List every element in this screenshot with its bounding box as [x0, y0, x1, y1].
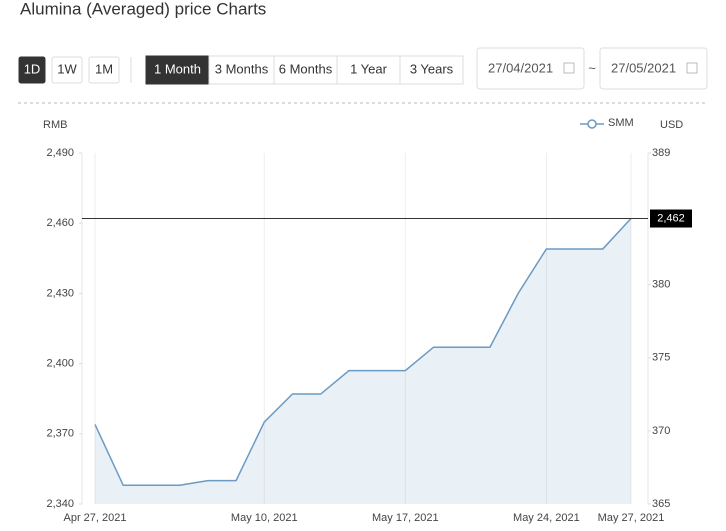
date-value[interactable]: 27/05/2021	[611, 60, 676, 75]
button-label[interactable]: 1M	[95, 61, 113, 76]
calendar-icon	[686, 62, 698, 74]
legend-label: SMM	[608, 117, 634, 129]
button[interactable]	[399, 55, 464, 85]
y2-tick-label: 380	[652, 279, 670, 291]
current-label: 2,462	[657, 212, 685, 224]
date-input[interactable]	[599, 47, 708, 90]
area	[95, 218, 631, 504]
date-separator: ~	[588, 60, 596, 75]
legend-marker	[587, 119, 597, 129]
y-tick-label: 2,490	[46, 147, 74, 159]
y2-tick-label: 370	[652, 425, 670, 437]
button[interactable]	[273, 55, 338, 85]
y-tick-label: 2,460	[46, 217, 74, 229]
button[interactable]	[88, 56, 120, 84]
x-tick-label: May 10, 2021	[231, 512, 298, 524]
date-value[interactable]: 27/04/2021	[488, 60, 553, 75]
x-tick-label: May 24, 2021	[513, 512, 580, 524]
page-title: Alumina (Averaged) price Charts	[20, 0, 266, 18]
button-label[interactable]: 6 Months	[279, 61, 333, 76]
calendar-icon	[563, 62, 575, 74]
y2-tick-label: 389	[652, 147, 670, 159]
button[interactable]	[336, 55, 401, 85]
y-tick-label: 2,400	[46, 358, 74, 370]
y-tick-label: 2,340	[46, 498, 74, 510]
button-label[interactable]: 3 Years	[410, 61, 454, 76]
x-tick-label: May 27, 2021	[598, 512, 665, 524]
x-tick-label: Apr 27, 2021	[64, 512, 127, 524]
y2-axis-label: USD	[660, 119, 683, 131]
line	[94, 218, 632, 487]
y2-tick-label: 365	[652, 498, 670, 510]
current-badge	[650, 209, 692, 228]
y-tick-label: 2,430	[46, 287, 74, 299]
button[interactable]	[51, 56, 83, 84]
button-label[interactable]: 1 Month	[154, 61, 201, 76]
date-input[interactable]	[476, 47, 585, 90]
y-tick-label: 2,370	[46, 428, 74, 440]
y2-tick-label: 375	[652, 352, 670, 364]
button-label[interactable]: 1W	[57, 61, 77, 76]
button-label[interactable]: 1 Year	[350, 61, 388, 76]
button[interactable]	[18, 56, 46, 84]
y-axis-label: RMB	[43, 119, 67, 131]
button-label[interactable]: 1D	[24, 61, 41, 76]
button-label[interactable]: 3 Months	[215, 61, 269, 76]
x-tick-label: May 17, 2021	[372, 512, 439, 524]
button[interactable]	[208, 55, 275, 85]
